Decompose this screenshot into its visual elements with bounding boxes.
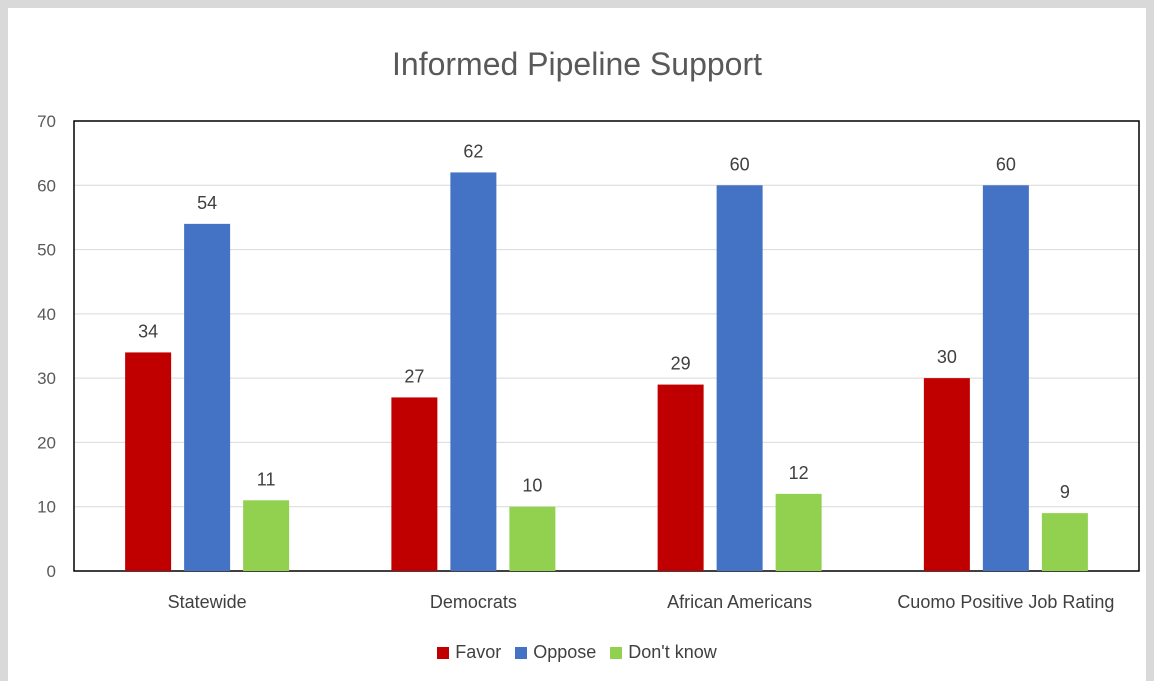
y-tick-label: 20 — [37, 433, 56, 452]
data-label: 54 — [197, 193, 217, 213]
bar-favor — [391, 397, 438, 571]
bar-favor — [657, 384, 704, 571]
data-label: 30 — [937, 347, 957, 367]
legend-item: Don't know — [610, 642, 717, 663]
legend-item: Oppose — [515, 642, 596, 663]
data-label: 11 — [257, 469, 276, 489]
chart-plot: 0 10 20 30 40 50 60 70 34 54 11 Statewide 27 62 10 Demo… — [37, 112, 1140, 612]
data-label: 10 — [522, 476, 542, 496]
legend-swatch — [437, 646, 450, 659]
y-tick-label: 50 — [37, 241, 56, 260]
category-label: Democrats — [430, 592, 517, 612]
bar-don-t-know — [509, 506, 556, 571]
legend-label: Don't know — [628, 642, 717, 662]
bar-don-t-know — [243, 500, 290, 571]
plot-border — [73, 120, 1140, 572]
bar-oppose — [450, 172, 497, 571]
data-label: 60 — [730, 154, 750, 174]
y-tick-label: 0 — [47, 562, 56, 581]
bar-oppose — [184, 223, 231, 571]
y-tick-label: 40 — [37, 305, 56, 324]
data-label: 9 — [1060, 482, 1070, 502]
bar-oppose — [716, 185, 763, 572]
bar-oppose — [982, 185, 1029, 572]
legend-label: Favor — [455, 642, 502, 662]
y-tick-label: 60 — [37, 176, 56, 195]
legend-swatch — [610, 646, 623, 659]
y-tick-label: 30 — [37, 369, 56, 388]
bar-favor — [923, 378, 970, 571]
data-label: 34 — [138, 321, 158, 341]
data-label: 62 — [463, 141, 483, 161]
data-label: 60 — [996, 154, 1016, 174]
bar-don-t-know — [775, 493, 822, 571]
data-label: 27 — [404, 366, 424, 386]
legend-item: Favor — [437, 642, 501, 663]
data-label: 12 — [789, 463, 809, 483]
category-label: Cuomo Positive Job Rating — [897, 592, 1114, 612]
y-tick-label: 70 — [37, 112, 56, 131]
legend-label: Oppose — [533, 642, 597, 662]
legend: Favor Oppose Don't know — [8, 642, 1146, 663]
data-label: 29 — [671, 354, 691, 374]
y-tick-label: 10 — [37, 498, 56, 517]
bar-don-t-know — [1041, 513, 1088, 571]
chart-title: Informed Pipeline Support — [392, 46, 762, 82]
category-label: African Americans — [667, 592, 812, 612]
category-label: Statewide — [168, 592, 247, 612]
bar-favor — [125, 352, 172, 571]
legend-swatch — [515, 646, 528, 659]
